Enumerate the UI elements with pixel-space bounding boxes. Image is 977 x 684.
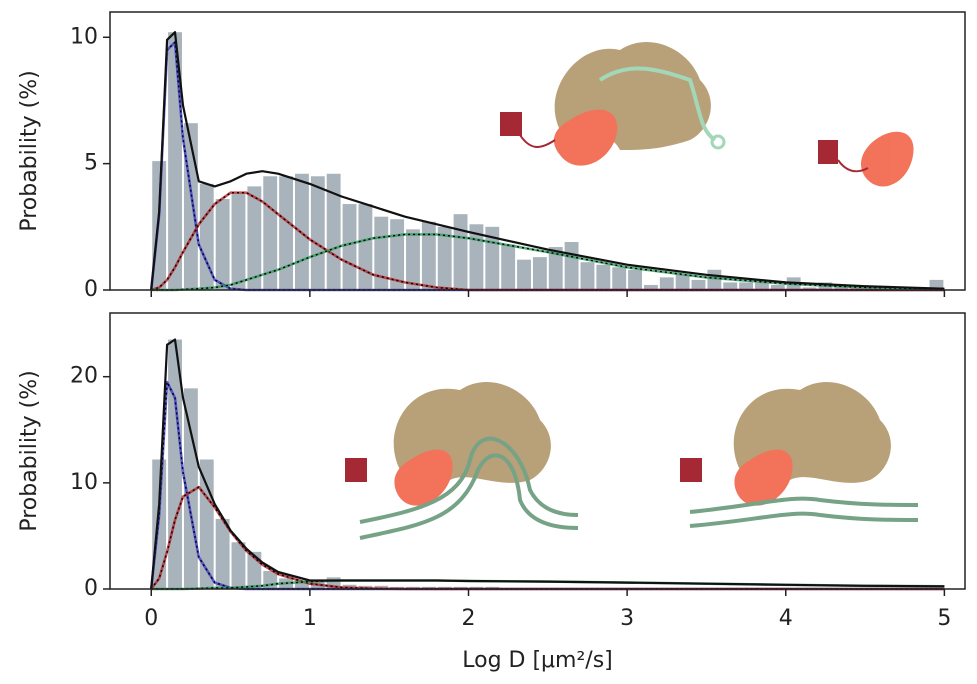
bar xyxy=(707,269,722,290)
y-tick-label: 0 xyxy=(84,277,98,302)
bar xyxy=(770,284,785,290)
y-tick-label: 20 xyxy=(70,364,98,389)
strand xyxy=(598,66,717,142)
bar xyxy=(691,279,706,290)
y-tick-label: 10 xyxy=(70,24,98,49)
loop xyxy=(710,134,726,150)
protein xyxy=(553,109,618,166)
bar xyxy=(596,264,611,290)
bar xyxy=(215,199,230,290)
illustration-bottom xyxy=(345,381,919,540)
bar xyxy=(612,267,627,290)
bar xyxy=(755,282,769,290)
plot-frame xyxy=(109,11,966,291)
panel: 0 10 20 0 1 2 3 4 5 Probability (%) Log D [μm²/s] xyxy=(17,312,966,673)
protein xyxy=(734,449,793,506)
fit-curve-dots xyxy=(150,192,945,291)
bar xyxy=(168,339,182,589)
tag xyxy=(500,112,522,136)
fit-curve xyxy=(150,31,945,291)
bar xyxy=(342,204,357,290)
bar xyxy=(421,221,436,290)
bar xyxy=(929,279,944,290)
x-tick-label: 1 xyxy=(303,606,317,631)
y-axis-label: Probability (%) xyxy=(17,70,42,231)
protein xyxy=(860,131,914,187)
bar xyxy=(453,214,468,290)
bar xyxy=(279,176,294,290)
bar xyxy=(501,244,516,290)
bar xyxy=(517,259,531,290)
y-tick-label: 5 xyxy=(84,151,98,176)
bar xyxy=(628,269,642,290)
bar xyxy=(231,542,246,589)
x-tick-label: 4 xyxy=(779,606,793,631)
bar xyxy=(247,186,262,290)
bar xyxy=(326,173,341,290)
tag xyxy=(818,140,838,164)
y-axis-label: Probability (%) xyxy=(17,370,42,531)
bar xyxy=(739,282,754,290)
bar xyxy=(659,277,674,290)
fit-curve-dots xyxy=(150,486,945,590)
illustration-top xyxy=(500,41,914,187)
y-tick-label: 0 xyxy=(84,576,98,601)
x-tick-label: 2 xyxy=(461,606,475,631)
tag xyxy=(680,458,702,482)
bar xyxy=(295,580,309,589)
y-tick-label: 10 xyxy=(70,470,98,495)
linker xyxy=(837,159,869,173)
bar xyxy=(310,176,325,290)
bar xyxy=(580,262,595,290)
bar xyxy=(358,204,373,290)
panel: 0 5 10 Probability (%) xyxy=(17,11,966,302)
bar xyxy=(326,577,341,589)
x-tick-label: 0 xyxy=(144,606,158,631)
protein xyxy=(394,449,453,506)
bar xyxy=(374,216,389,290)
bar xyxy=(548,247,563,290)
bar xyxy=(675,274,690,290)
bar xyxy=(532,257,547,290)
tag xyxy=(345,458,367,482)
bar xyxy=(215,518,230,589)
fit-curve xyxy=(150,338,945,590)
dna xyxy=(689,496,919,528)
plot-frame xyxy=(109,312,966,590)
x-axis-label: Log D [μm²/s] xyxy=(462,648,613,673)
bar xyxy=(437,226,452,290)
dna xyxy=(359,436,579,540)
plots: 0 5 10 Probability (%) 0 10 20 0 1 2 3 4 5 Probabilit… xyxy=(17,11,966,673)
x-tick-label: 5 xyxy=(937,606,951,631)
x-tick-label: 3 xyxy=(620,606,634,631)
bar xyxy=(643,284,658,290)
bar xyxy=(231,193,246,290)
bar xyxy=(723,282,738,290)
linker xyxy=(519,134,556,148)
bar xyxy=(406,229,420,290)
bar xyxy=(564,241,579,290)
